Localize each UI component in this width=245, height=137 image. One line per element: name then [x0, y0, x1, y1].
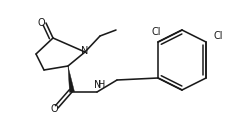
Text: N: N [81, 46, 89, 56]
Text: N: N [94, 80, 101, 90]
Text: Cl: Cl [213, 31, 223, 41]
Polygon shape [68, 66, 74, 92]
Text: Cl: Cl [151, 27, 161, 37]
Text: O: O [50, 104, 58, 114]
Text: O: O [37, 18, 45, 28]
Text: H: H [98, 80, 105, 90]
